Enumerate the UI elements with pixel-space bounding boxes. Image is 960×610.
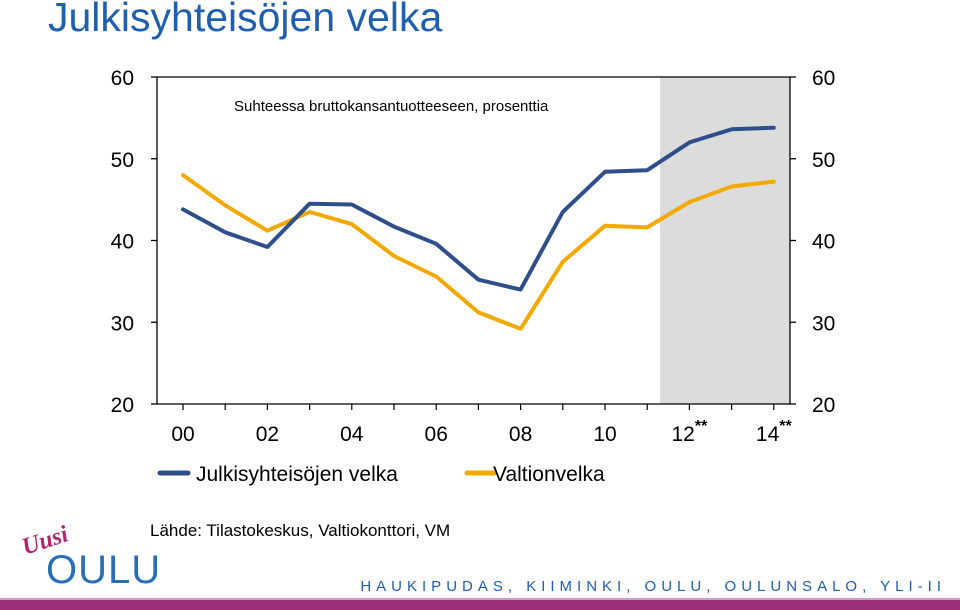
y-tick-label-left: 30: [111, 312, 134, 335]
logo-oulu-text: OULU: [46, 548, 162, 592]
x-tick-label: 04: [340, 423, 364, 446]
y-tick-label-right: 40: [812, 231, 835, 254]
y-tick-label-right: 30: [812, 312, 835, 335]
y-tick-label-right: 50: [812, 149, 835, 172]
footer-bar: [0, 600, 960, 610]
x-tick-label: 14**: [756, 418, 793, 446]
y-tick-label-left: 60: [111, 67, 134, 90]
footer-divider: [0, 598, 960, 600]
y-tick-label-right: 60: [812, 67, 835, 90]
x-tick-label: 00: [171, 423, 194, 446]
y-tick-label-left: 40: [111, 231, 134, 254]
x-tick-label: 02: [256, 423, 279, 446]
series-line-julkisyhteisojen-velka: [181, 125, 776, 292]
y-tick-label-left: 50: [111, 149, 134, 172]
x-tick-label: 06: [425, 423, 448, 446]
legend-label: Julkisyhteisöjen velka: [196, 463, 398, 486]
x-tick-label: 10: [593, 423, 616, 446]
source-note: Lähde: Tilastokeskus, Valtiokonttori, VM: [150, 521, 451, 540]
series-line-valtionvelka: [181, 173, 776, 331]
footer-towns: HAUKIPUDAS, KIIMINKI, OULU, OULUNSALO, Y…: [360, 578, 946, 595]
y-tick-label-right: 20: [812, 394, 835, 417]
x-tick-label: 12**: [671, 418, 708, 446]
slide-title: Julkisyhteisöjen velka: [48, 0, 443, 40]
x-tick-label: 08: [509, 423, 532, 446]
chart-subtitle: Suhteessa bruttokansantuotteeseen, prose…: [234, 98, 549, 115]
legend-label: Valtionvelka: [493, 463, 605, 486]
y-tick-label-left: 20: [111, 394, 134, 417]
